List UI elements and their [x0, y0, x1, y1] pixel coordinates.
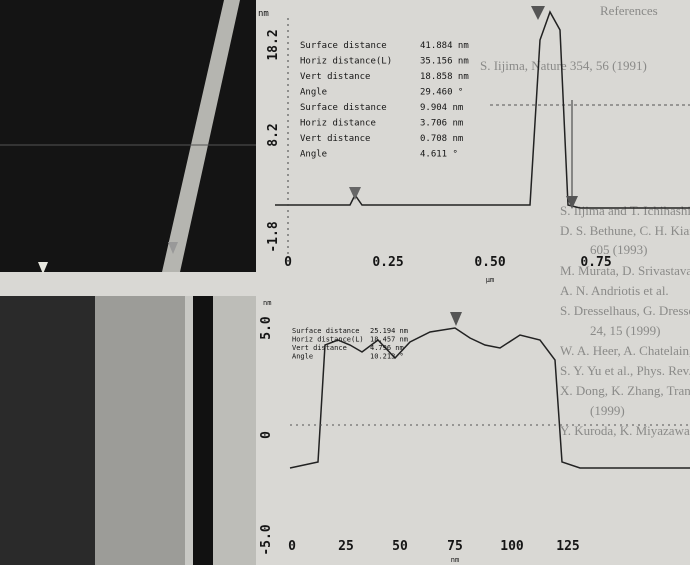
x-tick-label: 0.25 [372, 255, 403, 270]
measure-value: 4.796 nm [370, 344, 404, 352]
x-tick-label: 100 [500, 539, 524, 554]
x-tick-label: 50 [392, 539, 408, 554]
measure-label: Angle [292, 353, 313, 361]
measure-label: Horiz distance(L) [292, 336, 364, 344]
background-line: D. S. Bethune, C. H. Kiang, M. S. [560, 223, 690, 238]
unit-label: nm [258, 9, 269, 19]
y-tick-label: 18.2 [266, 29, 281, 60]
measure-value: 4.611 ° [420, 150, 458, 160]
background-line: 24, 15 (1999) [590, 323, 660, 338]
measure-value: 18.457 nm [370, 336, 408, 344]
y-tick-label: 5.0 [259, 316, 274, 340]
measure-value: 25.194 nm [370, 327, 408, 335]
afm-image-bottom [0, 296, 256, 565]
background-text: References S. Iijima, Nature 354, 56 (199… [480, 3, 690, 438]
background-line: A. N. Andriotis et al. [560, 283, 669, 298]
page: References S. Iijima, Nature 354, 56 (199… [0, 0, 690, 565]
measure-label: Horiz distance(L) [300, 57, 392, 67]
unit-label: nm [263, 299, 271, 307]
measure-label: Angle [300, 88, 327, 98]
y-tick-label: -5.0 [259, 524, 274, 555]
y-tick-label: -1.8 [266, 221, 281, 252]
x-unit: nm [451, 556, 459, 564]
x-tick-label: 125 [556, 539, 579, 554]
measure-value: 0.708 nm [420, 134, 463, 144]
measure-label: Angle [300, 150, 327, 160]
y-tick-label: 8.2 [266, 123, 281, 146]
measure-label: Vert distance [300, 134, 370, 144]
measure-label: Vert distance [292, 344, 347, 352]
x-tick-label: 25 [338, 539, 354, 554]
background-line: S. Dresselhaus, G. Dresselhaus [560, 303, 690, 318]
measure-value: 10.213 ° [370, 353, 404, 361]
x-unit: µm [486, 276, 494, 284]
x-tick-label: 0 [284, 255, 292, 270]
y-tick-label: 0 [259, 431, 274, 439]
measure-value: 35.156 nm [420, 57, 469, 67]
background-line: References [600, 3, 658, 18]
measure-label: Surface distance [300, 41, 387, 51]
x-tick-label: 0.75 [580, 255, 611, 270]
afm-image-top [0, 0, 256, 274]
measure-label: Surface distance [300, 103, 387, 113]
x-tick-label: 75 [447, 539, 463, 554]
measure-label: Vert distance [300, 72, 370, 82]
measure-value: 29.460 ° [420, 88, 463, 98]
background-line: (1999) [590, 403, 625, 418]
x-tick-label: 0.50 [474, 255, 505, 270]
background-line: W. A. Heer, A. Chatelain, D. Ugarte [560, 343, 690, 358]
measure-value: 3.706 nm [420, 119, 463, 129]
background-line: S. Iijima, Nature 354, 56 (1991) [480, 58, 647, 73]
measure-label: Horiz distance [300, 119, 376, 129]
measure-value: 41.884 nm [420, 41, 469, 51]
measure-value: 9.904 nm [420, 103, 463, 113]
measure-label: Surface distance [292, 327, 359, 335]
background-line: S. Y. Yu et al., Phys. Rev. [560, 363, 690, 378]
background-line: X. Dong, K. Zhang, Trans. [560, 383, 690, 398]
background-line: S. Iijima and T. Ichihashi, Nature [560, 203, 690, 218]
x-tick-label: 0 [288, 539, 296, 554]
measure-value: 18.858 nm [420, 72, 469, 82]
